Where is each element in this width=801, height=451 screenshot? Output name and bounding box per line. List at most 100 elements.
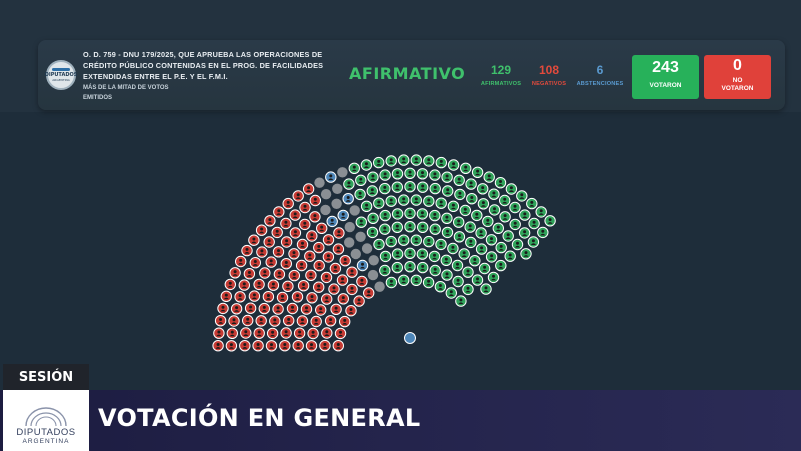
vote-header-bar: DIPUTADOS ARGENTINA O. D. 759 - DNU 179/…: [38, 40, 785, 110]
seat-negative: [280, 236, 293, 248]
seat-negative: [241, 244, 253, 257]
seat-negative: [356, 275, 368, 288]
seat-affirmative: [423, 195, 435, 207]
seat-affirmative: [499, 194, 511, 207]
seat-affirmative: [453, 231, 466, 243]
seat-abstention: [356, 259, 369, 272]
seat-negative: [280, 258, 292, 270]
seat-absent: [355, 231, 366, 242]
seat-negative: [328, 283, 340, 295]
seat-affirmative: [471, 209, 483, 222]
seat-abstention: [337, 209, 349, 222]
seat-absent: [332, 183, 343, 194]
seat-negative: [313, 259, 325, 272]
seat-negative: [306, 230, 318, 242]
seat-negative: [353, 295, 365, 307]
seat-affirmative: [435, 238, 447, 251]
seat-affirmative: [429, 182, 441, 195]
seat-negative: [313, 241, 325, 254]
seat-affirmative: [462, 283, 474, 296]
seat-affirmative: [404, 247, 416, 260]
seat-negative: [242, 314, 254, 327]
seat-negative: [253, 278, 265, 291]
seat-negative: [337, 293, 349, 305]
seat-affirmative: [453, 216, 465, 228]
seat-affirmative: [471, 166, 484, 178]
seat-affirmative: [360, 200, 373, 213]
seat-absent: [344, 237, 355, 248]
seat-negative: [307, 327, 319, 340]
seat-negative: [243, 268, 256, 280]
seat-negative: [235, 255, 247, 268]
seat-affirmative: [373, 197, 385, 209]
seat-negative: [244, 302, 257, 314]
seat-negative: [302, 183, 315, 195]
seat-affirmative: [416, 168, 429, 180]
seat-affirmative: [451, 259, 464, 272]
seat-affirmative: [462, 266, 474, 278]
seat-negative: [319, 339, 331, 352]
seat-negative: [313, 281, 325, 293]
seat-affirmative: [429, 169, 441, 181]
seat-affirmative: [511, 238, 524, 251]
seat-negative: [339, 315, 351, 328]
seat-affirmative: [355, 174, 367, 187]
seat-affirmative: [391, 208, 404, 220]
seat-affirmative: [475, 243, 488, 255]
seat-absent: [367, 269, 379, 281]
seat-negative: [334, 327, 347, 340]
seat-negative: [306, 292, 318, 304]
seat-affirmative: [391, 221, 403, 234]
seat-affirmative: [391, 261, 403, 274]
seat-affirmative: [519, 209, 531, 221]
seat-affirmative: [502, 230, 514, 242]
seat-affirmative: [440, 254, 452, 267]
seat-negative: [279, 340, 291, 352]
seat-affirmative: [391, 181, 403, 193]
seat-absent: [320, 189, 332, 200]
seat-affirmative: [509, 201, 521, 214]
seat-negative: [292, 340, 304, 352]
seat-negative: [226, 327, 239, 340]
vote-stage-heading: VOTACIÓN EN GENERAL: [98, 404, 421, 432]
seat-affirmative: [475, 227, 487, 239]
seat-negative: [282, 197, 294, 210]
vote-result: AFIRMATIVO: [349, 64, 466, 83]
seat-negative: [300, 303, 313, 315]
seat-negative: [265, 340, 278, 352]
seat-negative: [292, 190, 304, 202]
seat-negative: [297, 280, 310, 292]
chamber-hemicycle: [212, 154, 556, 352]
seat-negative: [316, 222, 328, 235]
seat-affirmative: [398, 234, 410, 246]
seat-affirmative: [404, 181, 416, 193]
seat-negative: [230, 303, 243, 315]
seat-affirmative: [435, 156, 447, 169]
seat-absent: [344, 221, 355, 233]
seat-absent: [368, 255, 379, 266]
seat-negative: [264, 215, 276, 227]
seat-negative: [324, 315, 337, 327]
not-voted-label-line1: NO: [732, 77, 743, 84]
seat-affirmative: [410, 274, 422, 287]
seat-negative: [255, 224, 268, 236]
seat-affirmative: [465, 236, 477, 249]
seat-affirmative: [385, 155, 397, 167]
seat-negative: [240, 327, 252, 339]
seat-negative: [295, 259, 308, 272]
seat-affirmative: [453, 174, 465, 187]
seat-negative: [339, 255, 351, 267]
seat-negative: [265, 256, 277, 268]
seat-affirmative: [535, 206, 547, 218]
seat-affirmative: [398, 154, 410, 166]
seat-affirmative: [442, 185, 454, 197]
seat-affirmative: [459, 204, 471, 217]
seat-affirmative: [495, 241, 507, 254]
seat-affirmative: [447, 242, 459, 255]
seat-negative: [305, 269, 317, 282]
seat-negative: [304, 250, 316, 262]
seat-affirmative: [417, 261, 429, 274]
seat-negative: [346, 283, 358, 296]
president-seat: [404, 332, 416, 344]
seat-affirmative: [494, 177, 507, 189]
